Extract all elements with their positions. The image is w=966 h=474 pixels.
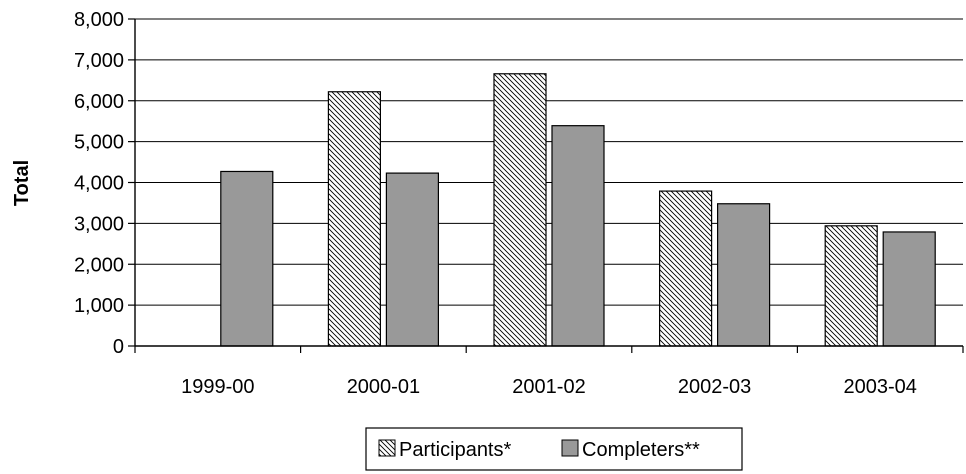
bar-participants xyxy=(327,91,381,347)
y-tick-label: 3,000 xyxy=(74,213,124,235)
x-tick-label: 2001-02 xyxy=(512,376,585,398)
x-tick-label: 2003-04 xyxy=(843,376,916,398)
y-tick-label: 2,000 xyxy=(74,254,124,276)
y-tick-label: 4,000 xyxy=(74,173,124,195)
y-tick-label: 8,000 xyxy=(74,9,124,31)
legend-swatch-participants xyxy=(378,439,396,457)
x-tick-label: 2000-01 xyxy=(347,376,420,398)
y-axis-title: Total xyxy=(11,160,33,206)
y-tick-label: 1,000 xyxy=(74,295,124,317)
bar-completers xyxy=(385,172,439,347)
x-tick-label: 2002-03 xyxy=(678,376,751,398)
bars xyxy=(220,73,936,347)
y-tick-label: 6,000 xyxy=(74,91,124,113)
legend-label-completers: Completers** xyxy=(582,439,700,461)
bar-completers xyxy=(716,203,771,347)
legend-label-participants: Participants* xyxy=(399,439,511,461)
x-axis-ticks: 1999-00 2000-01 2001-02 2002-03 2003-04 xyxy=(134,346,964,398)
y-tick-label: 7,000 xyxy=(74,50,124,72)
bar-participants xyxy=(493,73,547,347)
y-axis-ticks: 0 1,000 2,000 3,000 4,000 5,000 6,000 7,000 8,00… xyxy=(74,9,135,358)
y-tick-label: 5,000 xyxy=(74,132,124,154)
bar-completers xyxy=(220,170,274,347)
bar-participants xyxy=(824,225,878,347)
bar-completers xyxy=(882,231,936,347)
legend-box xyxy=(365,427,743,471)
x-tick-label: 1999-00 xyxy=(181,376,254,398)
bar-completers xyxy=(551,125,605,347)
bar-participants xyxy=(658,190,713,347)
legend: Participants* Completers** xyxy=(365,427,743,471)
legend-swatch-completers xyxy=(561,439,579,457)
y-tick-label: 0 xyxy=(113,336,124,358)
